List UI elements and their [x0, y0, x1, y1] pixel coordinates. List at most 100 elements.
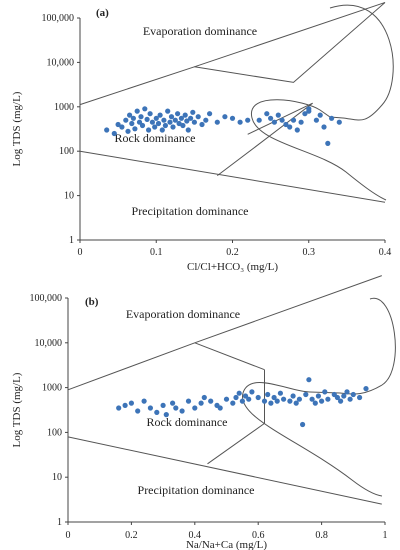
- data-point: [329, 115, 335, 121]
- region-label: Evaporation dominance: [126, 307, 240, 321]
- y-tick-label: 1000: [54, 102, 74, 113]
- data-point: [350, 391, 356, 398]
- data-point: [128, 400, 134, 406]
- data-point: [264, 111, 270, 117]
- data-point: [236, 390, 242, 396]
- data-point: [104, 127, 110, 133]
- data-point: [290, 393, 296, 399]
- data-point: [312, 400, 318, 406]
- data-point: [147, 111, 153, 117]
- y-tick-label: 1: [69, 235, 74, 246]
- x-tick-label: 0.4: [379, 247, 392, 258]
- data-point: [170, 400, 176, 406]
- data-point: [303, 391, 309, 398]
- data-point: [111, 130, 117, 137]
- data-point: [298, 119, 304, 125]
- data-point: [363, 386, 369, 392]
- data-point: [277, 390, 283, 396]
- panel-label: (a): [96, 7, 109, 19]
- data-point: [168, 114, 175, 120]
- data-point: [144, 116, 150, 122]
- data-point: [296, 396, 302, 402]
- data-point: [217, 405, 223, 411]
- data-point: [233, 394, 239, 401]
- data-point: [201, 394, 207, 401]
- data-point: [294, 127, 300, 133]
- y-tick-label: 10,000: [35, 338, 63, 349]
- data-point: [185, 127, 191, 133]
- data-point: [275, 112, 281, 118]
- data-point: [192, 405, 198, 411]
- x-axis-label: Cl/Cl+HCO₃ (mg/L): [187, 261, 278, 273]
- data-point: [147, 405, 153, 411]
- x-tick-label: 0.4: [189, 530, 202, 541]
- data-point: [153, 115, 159, 121]
- data-point: [283, 121, 289, 128]
- data-point: [274, 398, 280, 404]
- data-point: [249, 389, 255, 395]
- data-point: [173, 405, 179, 411]
- data-point: [188, 115, 194, 121]
- y-tick-label: 10: [64, 191, 74, 202]
- data-point: [287, 124, 293, 130]
- data-point: [281, 396, 287, 402]
- data-point: [207, 111, 213, 117]
- y-tick-label: 10,000: [47, 57, 75, 68]
- data-point: [142, 106, 148, 112]
- data-point: [190, 109, 196, 115]
- data-point: [127, 112, 133, 118]
- data-point: [319, 398, 325, 404]
- data-point: [222, 114, 228, 120]
- gibbs-boundary-line: [207, 422, 265, 465]
- data-point: [134, 108, 140, 114]
- y-tick-label: 10: [52, 472, 62, 483]
- data-point: [271, 119, 277, 125]
- data-point: [162, 122, 168, 129]
- data-point: [149, 119, 155, 125]
- data-point: [338, 398, 344, 404]
- data-point: [179, 408, 185, 414]
- gibbs-boundary-line: [194, 2, 386, 83]
- region-label: Rock dominance: [115, 131, 196, 145]
- data-point: [122, 402, 128, 408]
- data-point: [141, 398, 147, 404]
- data-point: [159, 127, 165, 133]
- data-point: [119, 124, 125, 130]
- data-point: [313, 117, 319, 123]
- data-point: [279, 117, 285, 123]
- data-point: [255, 394, 261, 401]
- y-axis-label: Log TDS (mg/L): [11, 372, 23, 447]
- data-point: [245, 117, 251, 123]
- data-point: [191, 119, 197, 125]
- region-label: Evaporation dominance: [143, 24, 257, 38]
- data-point: [152, 124, 158, 130]
- region-label: Precipitation dominance: [138, 483, 255, 497]
- data-point: [185, 398, 192, 404]
- data-point: [182, 112, 188, 118]
- data-point: [265, 391, 271, 398]
- gibbs-boundary-line: [79, 2, 386, 106]
- x-tick-label: 0.3: [303, 247, 316, 258]
- data-point: [223, 396, 230, 402]
- y-tick-label: 100,000: [30, 293, 63, 304]
- x-tick-label: 0: [66, 530, 71, 541]
- data-point: [300, 421, 306, 428]
- data-point: [139, 122, 146, 129]
- data-point: [146, 127, 152, 133]
- chart-panel-a: 1 10 100 1000 10,000 100,000 0 0.1 0.2 0.3 0.4 Cl/C…: [11, 2, 394, 273]
- data-point: [161, 117, 167, 123]
- x-axis-label: Na/Na+Ca (mg/L): [186, 539, 267, 550]
- region-label: Rock dominance: [147, 415, 228, 429]
- data-point: [268, 115, 274, 121]
- data-point: [116, 405, 122, 411]
- x-tick-label: 0.2: [125, 530, 138, 541]
- data-point: [115, 121, 121, 128]
- data-point: [293, 400, 299, 406]
- data-point: [306, 377, 312, 383]
- data-point: [172, 117, 178, 123]
- gibbs-boundary-line: [79, 150, 386, 203]
- data-point: [155, 120, 162, 127]
- data-point: [268, 400, 274, 406]
- data-point: [271, 394, 277, 401]
- data-point: [325, 140, 331, 146]
